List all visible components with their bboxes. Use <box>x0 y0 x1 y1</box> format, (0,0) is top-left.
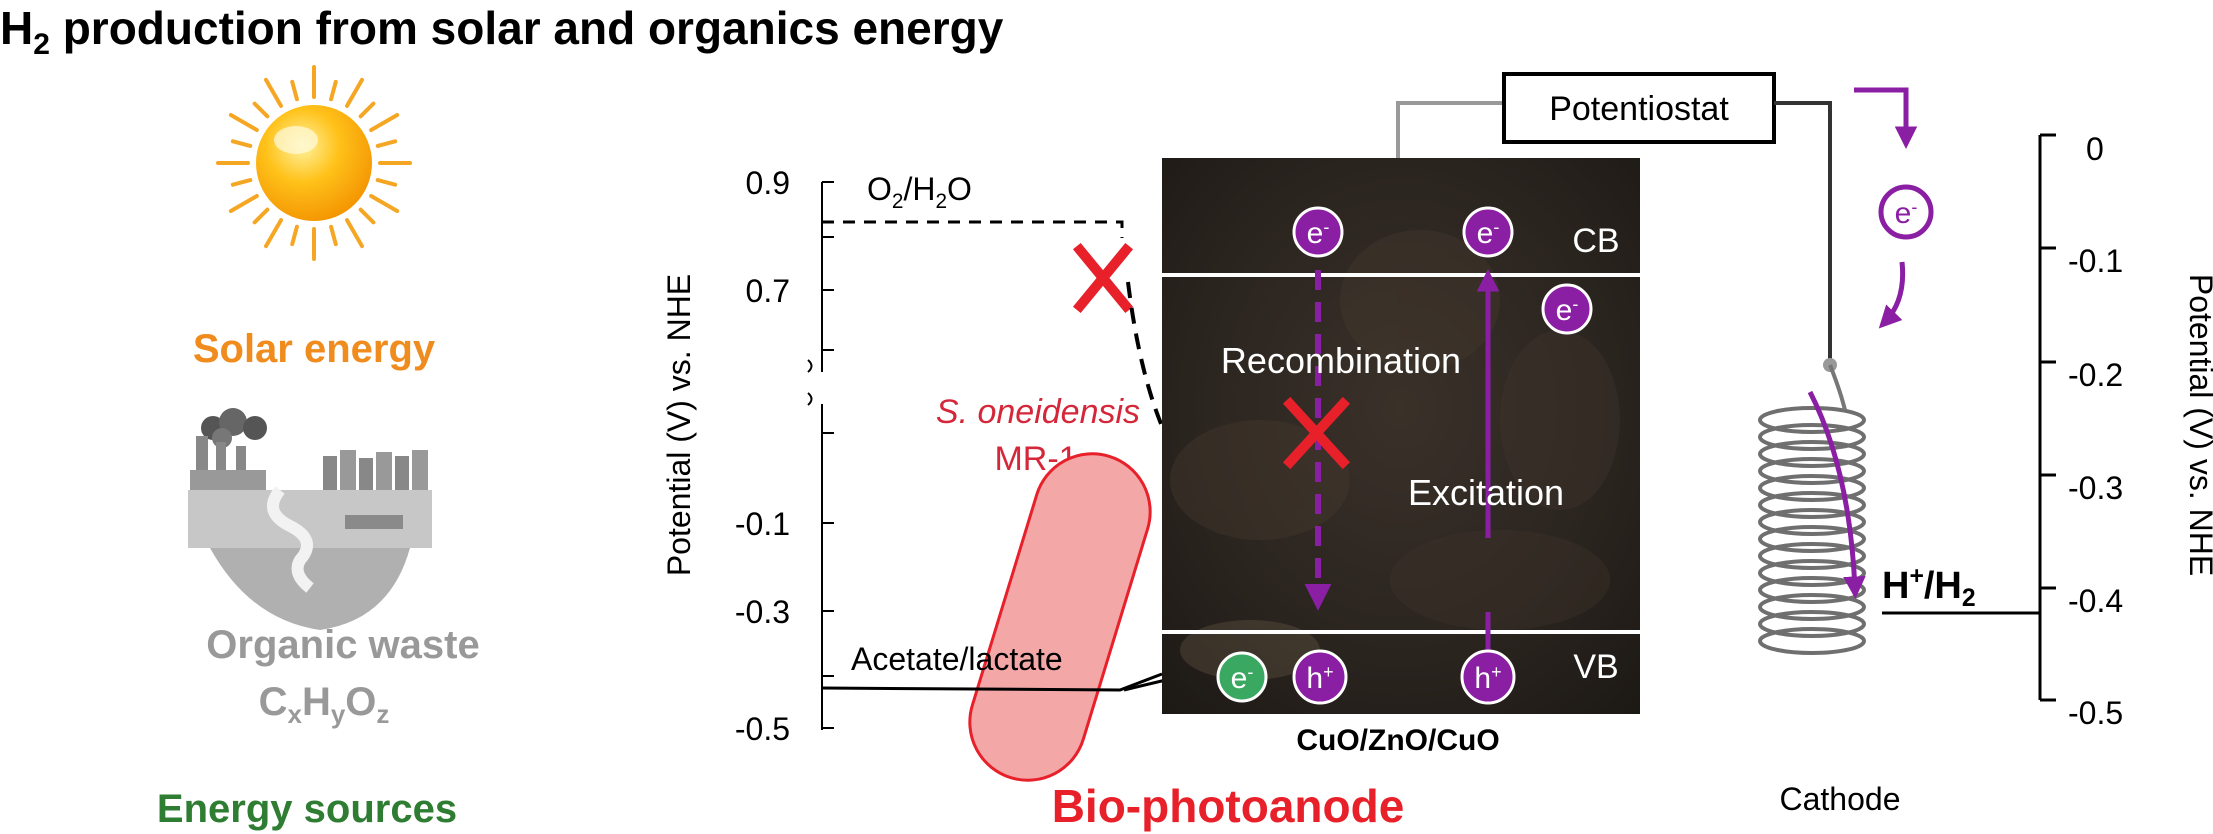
h-h2-label: H+/H2 <box>1882 563 1976 612</box>
organic-waste-icon <box>188 408 432 630</box>
bacterium-shape <box>968 452 1152 782</box>
cathode-coil <box>1758 364 1866 655</box>
excitation-label: Excitation <box>1408 472 1564 513</box>
potentiostat-box <box>1502 72 1776 144</box>
cathode-tick--0.2: -0.2 <box>2068 357 2123 393</box>
sun-icon <box>216 65 412 261</box>
page-title: H2 production from solar and organics en… <box>0 2 1004 61</box>
svg-text:h+: h+ <box>1306 662 1333 695</box>
acetate-lactate-label: Acetate/lactate <box>851 641 1063 677</box>
anode-tick-0.9: 0.9 <box>746 165 790 201</box>
cathode-wire <box>1774 101 1832 362</box>
anode-wire <box>1396 101 1504 158</box>
svg-text:e-: e- <box>1895 197 1918 230</box>
o2-h2o-label: O2/H2O <box>867 171 972 213</box>
blocked-x-icon-top <box>1072 242 1134 314</box>
electron-flow-arrow-top <box>1854 87 1918 149</box>
electron-bacteria: e- <box>1216 651 1268 703</box>
cathode-tick--0.4: -0.4 <box>2068 583 2123 619</box>
electron-circuit: e- <box>1878 184 1934 240</box>
hole-vb-1: h+ <box>1292 649 1348 705</box>
panel-texture <box>1170 230 1620 680</box>
energy-sources-label: Energy sources <box>157 787 457 831</box>
hole-vb-2: h+ <box>1460 649 1516 705</box>
svg-text:h+: h+ <box>1474 662 1501 695</box>
anode-y-axis-label: Potential (V) vs. NHE <box>661 274 697 576</box>
svg-text:e-: e- <box>1477 217 1500 250</box>
electron-cb-3: e- <box>1541 283 1593 335</box>
organic-waste-label: Organic waste <box>206 623 479 667</box>
cathode-tick-0: 0 <box>2086 131 2104 167</box>
anode-y-axis <box>807 181 834 730</box>
potentiostat-label: Potentiostat <box>1549 90 1729 128</box>
cathode-tick--0.3: -0.3 <box>2068 470 2123 506</box>
bacteria-name: S. oneidensis <box>936 393 1140 431</box>
cathode-tick--0.5: -0.5 <box>2068 695 2123 731</box>
svg-text:e-: e- <box>1556 294 1579 327</box>
anode-tick-0.7: 0.7 <box>746 273 790 309</box>
cathode-tick--0.1: -0.1 <box>2068 243 2123 279</box>
svg-text:e-: e- <box>1231 662 1254 695</box>
o2-level-line <box>822 220 1124 238</box>
svg-text:e-: e- <box>1307 217 1330 250</box>
recombination-label: Recombination <box>1221 340 1461 381</box>
electron-cb-2: e- <box>1462 206 1514 258</box>
electron-flow-arrow-bottom <box>1878 261 1906 329</box>
cuo-zno-panel <box>1162 158 1640 714</box>
blocked-x-icon-middle <box>1282 396 1351 470</box>
material-label: CuO/ZnO/CuO <box>1296 724 1499 757</box>
cb-label: CB <box>1572 222 1619 260</box>
bio-photoanode-label: Bio-photoanode <box>1052 780 1405 832</box>
anode-tick--0.3: -0.3 <box>735 594 790 630</box>
cathode-electron-arrow <box>1807 390 1866 599</box>
anode-tick--0.5: -0.5 <box>735 711 790 747</box>
anode-tick--0.1: -0.1 <box>735 506 790 542</box>
vb-label: VB <box>1573 648 1618 686</box>
cathode-label: Cathode <box>1780 781 1901 817</box>
substrate-line <box>821 672 1163 692</box>
organic-formula: CxHyOz <box>259 680 390 729</box>
cathode-y-axis <box>2038 133 2056 702</box>
electron-cb-1: e- <box>1292 206 1344 258</box>
solar-energy-label: Solar energy <box>193 327 436 371</box>
cathode-y-axis-label: Potential (V) vs. NHE <box>2183 274 2213 576</box>
